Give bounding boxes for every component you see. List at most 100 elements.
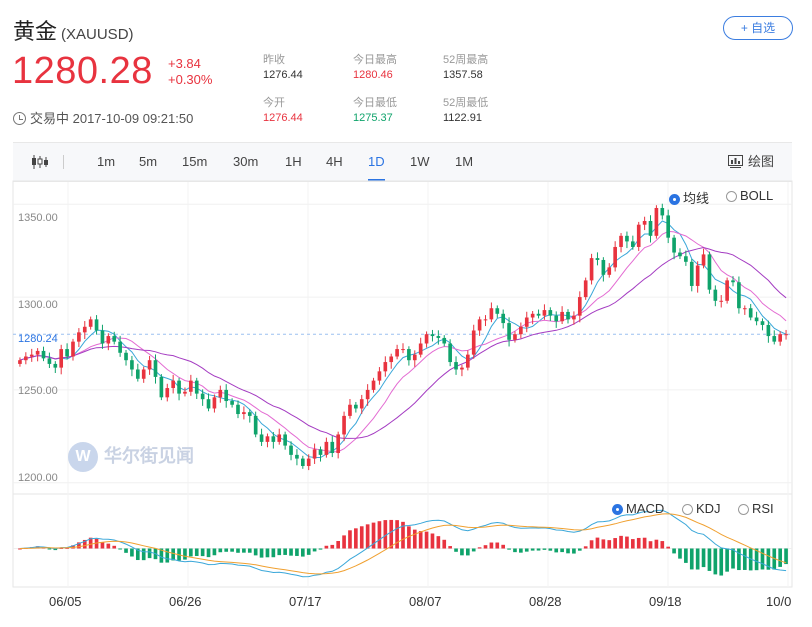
tab-4h[interactable]: 4H xyxy=(326,154,343,169)
candle-body xyxy=(501,313,506,324)
macd-histogram-bar xyxy=(524,548,529,552)
macd-histogram-bar xyxy=(365,524,370,549)
macd-histogram-bar xyxy=(436,536,441,549)
option-label: RSI xyxy=(752,501,774,516)
candle-body xyxy=(689,261,694,286)
candle-body xyxy=(731,280,735,283)
tab-5m[interactable]: 5m xyxy=(139,154,158,169)
indicator-macd-option[interactable]: MACD xyxy=(612,501,664,516)
macd-histogram-bar xyxy=(212,548,217,556)
ma-fast-line xyxy=(19,220,787,458)
macd-histogram-bar xyxy=(177,548,181,561)
candle-body xyxy=(742,308,747,310)
y-tick-label: 1250.00 xyxy=(18,385,58,397)
macd-histogram-bar xyxy=(430,533,435,549)
candle-body xyxy=(778,334,782,342)
macd-histogram-bar xyxy=(295,548,299,556)
candle-body xyxy=(660,207,665,216)
candle-body xyxy=(100,330,105,344)
candle-body xyxy=(548,310,553,316)
stat-prev-close: 昨收 1276.44 xyxy=(263,53,303,83)
overlay-ma-option[interactable]: 均线 xyxy=(669,188,709,207)
instrument-name: 黄金 xyxy=(13,19,58,44)
last-price-axis-label: 1280.24 xyxy=(18,333,58,345)
candle-body xyxy=(365,389,370,400)
radio-icon xyxy=(738,504,749,515)
macd-histogram-bar xyxy=(577,548,582,551)
macd-histogram-bar xyxy=(731,548,735,569)
candle-body xyxy=(784,334,788,336)
tab-1h[interactable]: 1H xyxy=(285,154,302,169)
tab-1m-month[interactable]: 1M xyxy=(455,154,474,169)
tab-30m[interactable]: 30m xyxy=(233,154,259,169)
candle-body xyxy=(577,297,582,316)
clock-icon xyxy=(13,112,26,125)
macd-histogram-bar xyxy=(265,548,270,558)
tab-1w[interactable]: 1W xyxy=(410,154,430,169)
candle-body xyxy=(82,326,87,333)
candle-body xyxy=(695,265,700,286)
candle-body xyxy=(766,324,771,337)
indicator-rsi-option[interactable]: RSI xyxy=(738,501,774,516)
candle-body xyxy=(465,354,470,368)
x-tick-label: 07/17 xyxy=(289,594,322,609)
instrument-symbol: (XAUUSD) xyxy=(61,26,134,43)
macd-histogram-bar xyxy=(183,548,187,560)
macd-histogram-bar xyxy=(230,548,234,552)
overlay-boll-option[interactable]: BOLL xyxy=(726,188,773,203)
add-favorite-button[interactable]: + 自选 xyxy=(723,16,793,40)
candle-body xyxy=(607,267,612,275)
draw-label: 绘图 xyxy=(747,154,774,169)
candle-body xyxy=(259,434,264,442)
macd-histogram-bar xyxy=(247,548,252,553)
draw-tool-button[interactable]: 绘图 xyxy=(727,143,774,181)
candle-body xyxy=(171,380,175,389)
stat-label: 52周最高 xyxy=(443,54,489,66)
candle-body xyxy=(271,436,276,442)
option-label: BOLL xyxy=(740,188,774,203)
candle-body xyxy=(566,311,570,320)
macd-histogram-bar xyxy=(519,548,523,553)
candle-body xyxy=(389,356,394,363)
tab-15m[interactable]: 15m xyxy=(182,154,208,169)
candle-body xyxy=(489,308,494,320)
candle-body xyxy=(318,449,323,455)
candle-body xyxy=(312,449,317,459)
candle-body xyxy=(354,404,358,409)
macd-histogram-bar xyxy=(124,548,128,553)
candle-body xyxy=(124,352,128,361)
macd-histogram-bar xyxy=(100,542,105,549)
candle-body xyxy=(631,241,635,247)
macd-histogram-bar xyxy=(94,538,99,549)
stat-high: 今日最高 1280.46 xyxy=(353,53,397,83)
macd-histogram-bar xyxy=(542,548,547,550)
macd-histogram-bar xyxy=(306,548,311,555)
tab-1d[interactable]: 1D xyxy=(368,143,385,181)
macd-histogram-bar xyxy=(283,548,287,555)
candle-body xyxy=(595,258,600,260)
macd-histogram-bar xyxy=(784,548,788,565)
candle-body xyxy=(442,337,447,344)
candle-body xyxy=(713,289,718,301)
candle-body xyxy=(47,358,52,364)
macd-histogram-bar xyxy=(536,548,541,551)
candle-body xyxy=(477,319,482,331)
macd-histogram-bar xyxy=(354,528,358,549)
candle-body xyxy=(135,369,140,379)
candle-body xyxy=(336,434,341,454)
stat-label: 昨收 xyxy=(263,54,285,66)
candle-body xyxy=(300,458,305,467)
candlestick-type-icon[interactable] xyxy=(31,154,49,170)
candle-body xyxy=(619,235,623,247)
indicator-kdj-option[interactable]: KDJ xyxy=(682,501,721,516)
tab-1m[interactable]: 1m xyxy=(97,154,116,169)
macd-histogram-bar xyxy=(672,548,676,554)
candle-body xyxy=(613,246,617,268)
macd-histogram-bar xyxy=(359,526,364,549)
stat-label: 今日最高 xyxy=(353,54,397,66)
macd-histogram-bar xyxy=(572,548,576,554)
candle-body xyxy=(519,326,523,335)
candle-body xyxy=(324,441,329,455)
ma-slow-line xyxy=(19,246,787,439)
candle-body xyxy=(754,317,759,322)
